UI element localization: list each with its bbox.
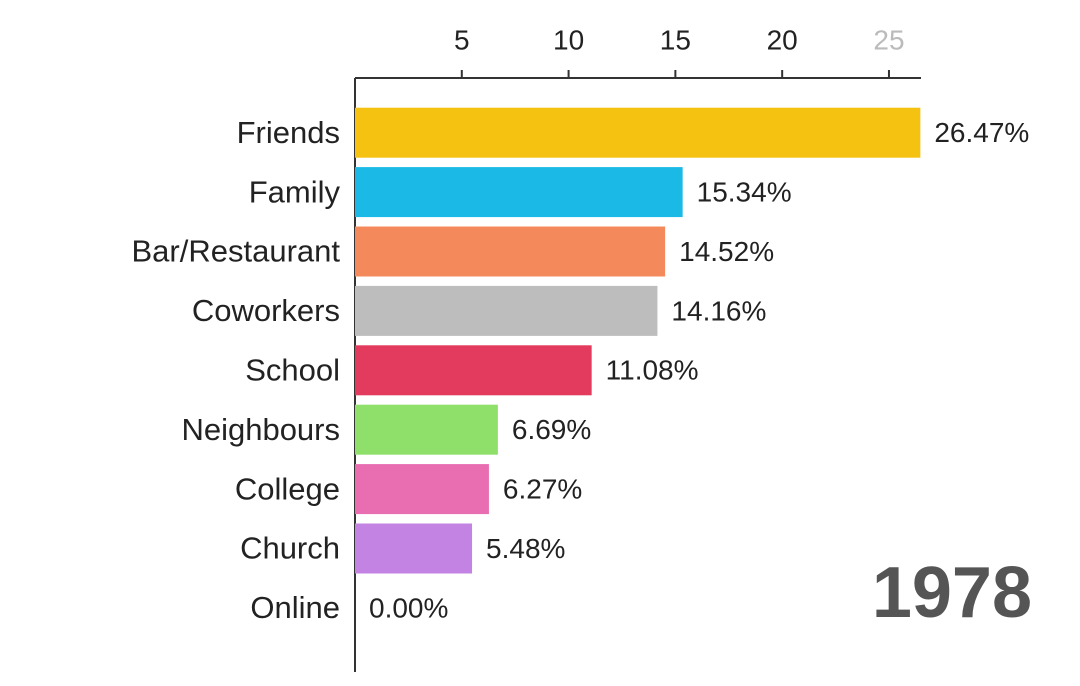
x-tick-label: 20 xyxy=(767,24,798,55)
bar xyxy=(355,107,921,158)
bar xyxy=(355,285,658,336)
category-label: Church xyxy=(240,531,340,566)
bar xyxy=(355,523,473,574)
x-tick-label: 10 xyxy=(553,24,584,55)
x-tick-label: 25 xyxy=(873,24,904,55)
bar xyxy=(355,345,592,396)
value-label: 5.48% xyxy=(486,533,565,564)
category-label: Online xyxy=(250,590,340,625)
category-label: Family xyxy=(249,174,341,209)
value-label: 15.34% xyxy=(697,176,792,207)
category-label: Neighbours xyxy=(181,412,340,447)
value-label: 6.27% xyxy=(503,473,582,504)
x-tick-label: 15 xyxy=(660,24,691,55)
value-label: 0.00% xyxy=(369,592,448,623)
bar xyxy=(355,226,666,277)
year-label: 1978 xyxy=(872,553,1032,633)
x-tick-label: 5 xyxy=(454,24,470,55)
category-label: College xyxy=(235,471,340,506)
bar xyxy=(355,167,683,218)
category-label: Coworkers xyxy=(192,293,340,328)
value-label: 11.08% xyxy=(606,355,699,386)
value-label: 26.47% xyxy=(934,117,1029,148)
value-label: 14.16% xyxy=(671,295,766,326)
category-label: School xyxy=(245,352,340,387)
bar xyxy=(355,464,489,515)
value-label: 6.69% xyxy=(512,414,591,445)
category-label: Friends xyxy=(237,115,340,150)
bar xyxy=(355,404,498,455)
value-label: 14.52% xyxy=(679,236,774,267)
category-label: Bar/Restaurant xyxy=(132,234,341,269)
